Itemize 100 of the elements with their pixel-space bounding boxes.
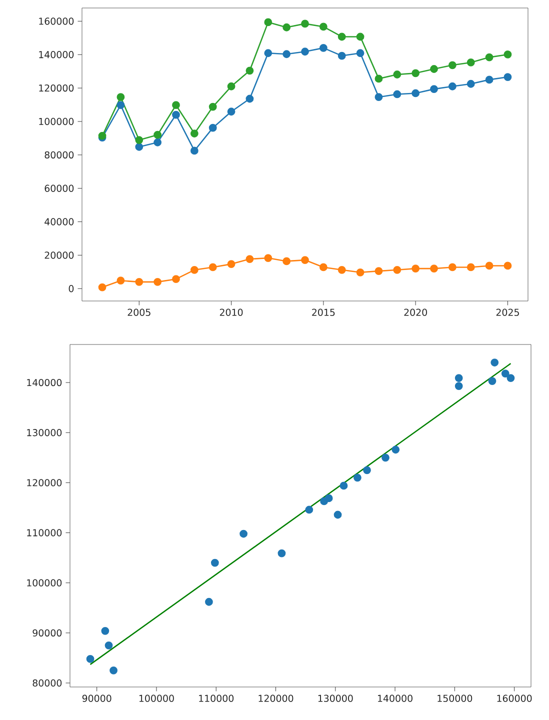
point — [135, 142, 144, 151]
point — [86, 655, 94, 663]
x-tick-label: 2025 — [496, 308, 519, 316]
point — [356, 32, 364, 41]
point — [246, 255, 254, 263]
point — [393, 90, 402, 98]
y-tick-label: 120000 — [27, 479, 62, 486]
y-tick-label: 130000 — [27, 429, 62, 436]
y-tick-label: 120000 — [39, 84, 74, 92]
x-tick-label: 2010 — [220, 308, 243, 316]
point — [264, 254, 272, 262]
y-tick-label: 80000 — [32, 679, 62, 687]
point — [374, 267, 383, 276]
point — [246, 94, 254, 103]
y-tick-label: 0 — [68, 285, 74, 292]
point — [466, 58, 475, 66]
point — [319, 263, 328, 272]
point — [454, 374, 463, 382]
point — [374, 93, 383, 102]
x-tick-label: 90000 — [82, 694, 112, 702]
point — [393, 266, 402, 274]
point — [116, 101, 125, 110]
point — [490, 358, 499, 366]
point — [264, 18, 272, 26]
point — [227, 82, 236, 90]
point — [466, 263, 475, 272]
point — [430, 264, 438, 273]
point — [485, 53, 494, 62]
point — [448, 82, 456, 90]
x-tick-label: 120000 — [258, 694, 294, 702]
point — [356, 49, 364, 58]
point — [374, 74, 383, 83]
point — [338, 52, 346, 60]
y-tick-label: 90000 — [32, 629, 62, 636]
point — [116, 93, 125, 102]
point — [227, 108, 236, 116]
y-tick-label: 100000 — [39, 118, 74, 126]
point — [319, 44, 328, 52]
point — [506, 374, 515, 382]
y-tick-label: 160000 — [39, 18, 74, 25]
point — [278, 549, 286, 558]
point — [448, 263, 456, 272]
y-tick-label: 140000 — [27, 378, 62, 386]
point — [301, 20, 309, 28]
x-tick-label: 140000 — [378, 694, 412, 702]
x-tick-label: 150000 — [438, 694, 472, 702]
point — [338, 266, 346, 274]
point — [190, 130, 198, 138]
point — [485, 76, 494, 84]
point — [301, 256, 309, 264]
point — [172, 275, 180, 284]
point — [319, 22, 328, 31]
point — [190, 266, 198, 274]
point — [382, 454, 390, 462]
point — [430, 65, 438, 73]
y-tick-label: 40000 — [44, 218, 74, 226]
point — [154, 138, 162, 146]
point — [488, 377, 496, 385]
point — [485, 262, 494, 270]
point — [504, 262, 512, 270]
y-tick-label: 60000 — [44, 184, 74, 192]
point — [356, 268, 364, 276]
point — [412, 69, 420, 78]
point — [208, 263, 217, 272]
x-tick-label: 130000 — [318, 694, 353, 702]
point — [501, 370, 510, 378]
point — [104, 641, 113, 650]
x-tick-label: 110000 — [199, 694, 234, 702]
point — [392, 446, 400, 454]
x-tick-label: 2020 — [404, 308, 427, 316]
point — [208, 124, 217, 132]
point — [98, 283, 106, 292]
point — [338, 32, 346, 41]
point — [363, 466, 371, 474]
point — [210, 558, 219, 567]
x-tick-label: 100000 — [139, 694, 174, 702]
point — [208, 102, 217, 111]
point — [412, 264, 420, 273]
point — [412, 89, 420, 98]
point — [282, 257, 291, 266]
x-tick-label: 2005 — [128, 308, 150, 316]
point — [101, 626, 110, 635]
point — [454, 382, 463, 390]
point — [116, 276, 125, 285]
point — [430, 85, 438, 94]
x-tick-label: 2015 — [312, 308, 335, 316]
point — [135, 136, 144, 144]
point — [504, 50, 512, 58]
point — [135, 278, 144, 286]
point — [240, 530, 248, 538]
y-tick-label: 110000 — [27, 529, 62, 536]
point — [340, 482, 348, 490]
point — [354, 474, 362, 482]
point — [154, 130, 162, 139]
y-tick-label: 20000 — [44, 252, 74, 259]
point — [110, 666, 118, 674]
point — [264, 49, 272, 58]
point — [301, 48, 309, 56]
point — [305, 506, 314, 514]
point — [154, 278, 162, 286]
